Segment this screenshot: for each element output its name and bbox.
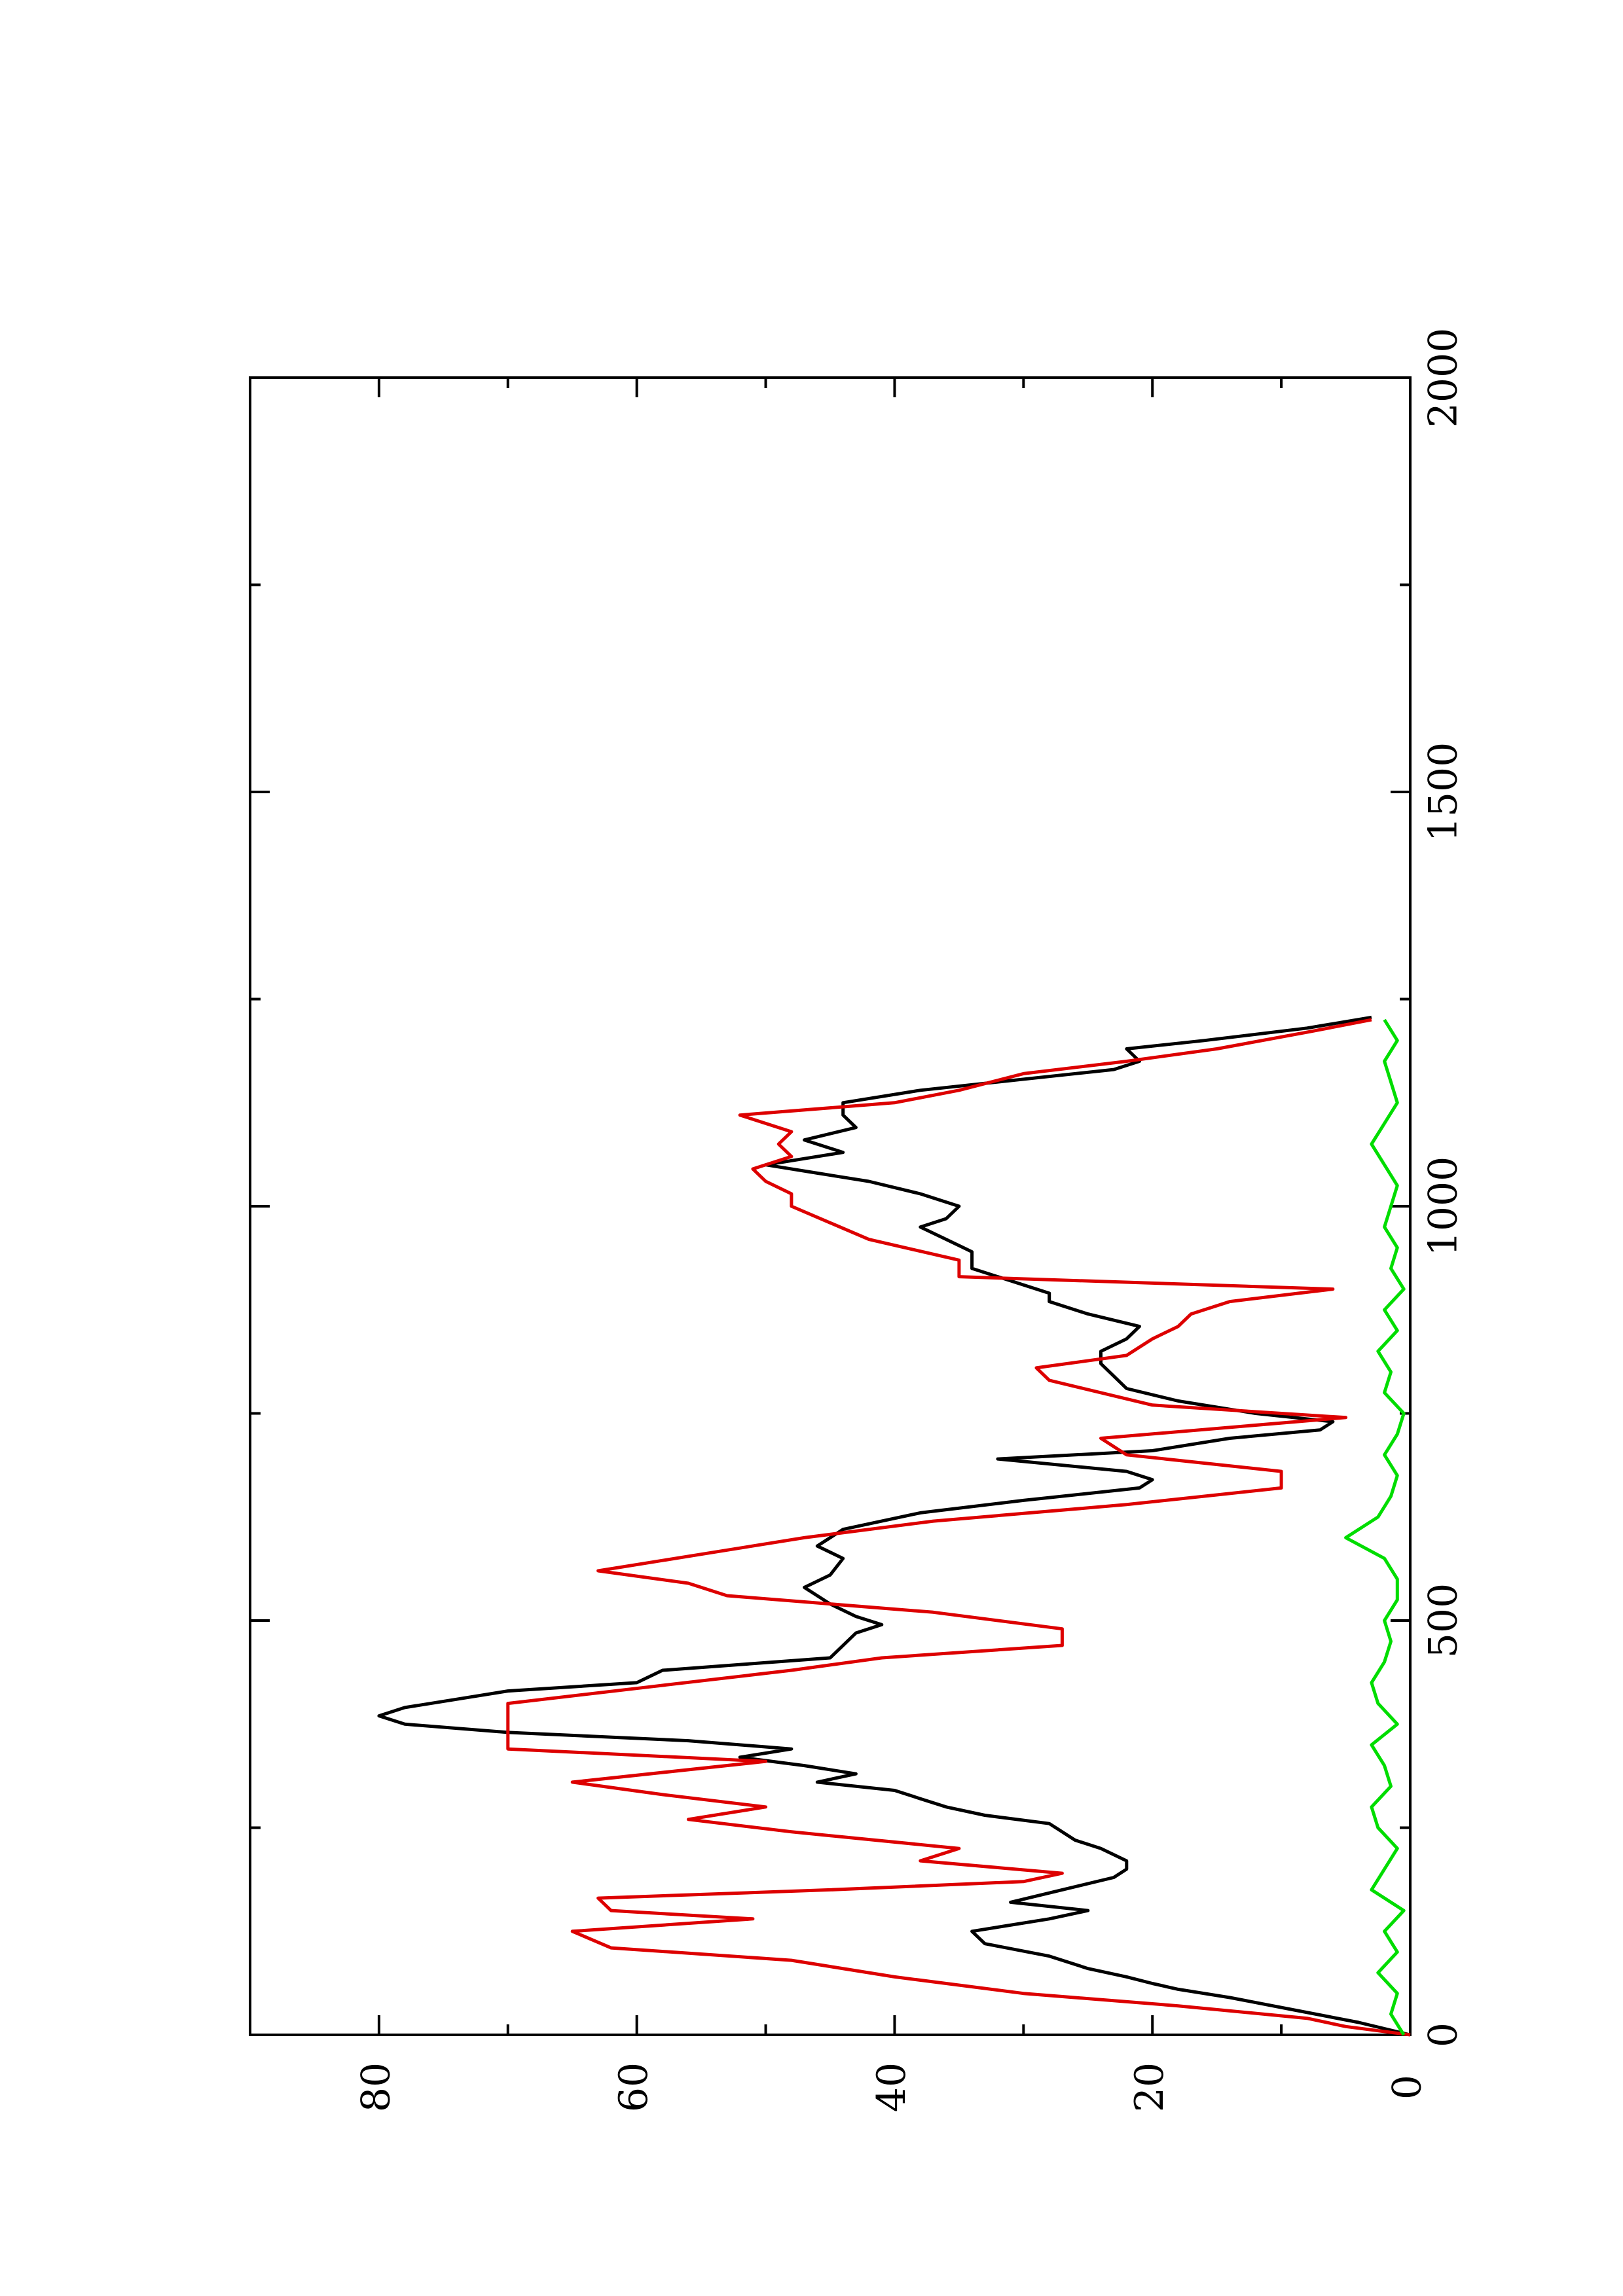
series-line-3 <box>1344 1018 1406 2036</box>
ticks-layer <box>250 376 1412 2036</box>
series-line-1 <box>377 1015 1411 2037</box>
x-tick-label: 0 <box>1421 2022 1467 2047</box>
x-tick-label: 500 <box>1421 1583 1467 1659</box>
y-tick-label: 60 <box>611 2062 657 2112</box>
y-tick-label: 0 <box>1385 2075 1431 2100</box>
x-tick-label: 1500 <box>1421 742 1467 842</box>
y-tick-label: 20 <box>1127 2062 1173 2112</box>
labels-layer: 0 500 1000 1500 2000 0 20 40 60 80 <box>353 328 1466 2113</box>
x-tick-label: 1000 <box>1421 1157 1467 1257</box>
series-line-2 <box>506 1018 1411 2037</box>
series-layer <box>377 1015 1411 2037</box>
plot-frame <box>249 376 1412 2036</box>
y-tick-label: 80 <box>353 2062 399 2112</box>
y-tick-label: 40 <box>869 2062 915 2112</box>
x-tick-label: 2000 <box>1421 328 1467 428</box>
